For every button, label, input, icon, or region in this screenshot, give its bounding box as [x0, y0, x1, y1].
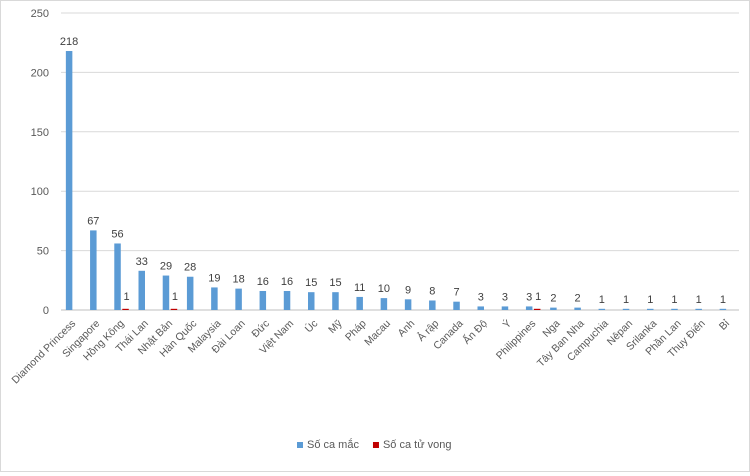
data-label-cases: 29	[160, 261, 172, 273]
x-tick-label: Anh	[396, 318, 418, 340]
legend-label: Số ca tử vong	[383, 439, 452, 451]
data-label-cases: 16	[281, 276, 293, 288]
data-label-cases: 8	[429, 285, 435, 297]
data-label-cases: 56	[111, 228, 123, 240]
data-label-cases: 33	[136, 256, 148, 268]
bar-cases	[622, 308, 630, 310]
y-tick-label: 0	[43, 305, 49, 317]
data-label-deaths: 1	[535, 291, 541, 303]
data-label-cases: 1	[696, 294, 702, 306]
legend-label: Số ca mắc	[307, 438, 359, 451]
data-label-cases: 18	[232, 274, 244, 286]
data-label-cases: 1	[720, 294, 726, 306]
y-tick-label: 100	[31, 186, 49, 198]
bar-cases	[404, 299, 412, 310]
data-label-cases: 11	[354, 282, 365, 294]
legend-swatch	[372, 442, 379, 448]
bar-cases	[65, 51, 73, 311]
data-label-cases: 218	[60, 36, 78, 48]
bar-cases	[647, 308, 654, 310]
bar-cases	[332, 292, 339, 310]
data-label-cases: 10	[378, 283, 390, 295]
x-tick-label: Macau	[362, 318, 393, 349]
x-tick-label: Úc	[302, 317, 320, 335]
legend: Số ca mắc Số ca tử vong	[297, 438, 451, 451]
legend-swatch	[297, 442, 303, 448]
bar-cases	[574, 307, 581, 310]
data-label-cases: 16	[257, 276, 269, 288]
bar-cases	[453, 301, 460, 310]
x-tick-label: Mỹ	[326, 317, 345, 336]
bar-cases	[719, 308, 727, 310]
data-label-cases: 28	[184, 262, 196, 274]
bar-cases	[525, 306, 533, 310]
bar-cases	[90, 230, 97, 310]
bar-cases	[429, 300, 436, 310]
y-axis-ticks: 0 50 100 150 200 250	[31, 8, 49, 317]
y-tick-label: 200	[31, 67, 49, 79]
x-tick-label: Ấn Độ	[460, 317, 490, 347]
y-tick-label: 150	[31, 127, 49, 139]
data-label-deaths: 1	[172, 291, 178, 303]
bar-cases	[598, 308, 606, 310]
bar-cases	[380, 298, 388, 310]
bar-cases	[501, 306, 509, 310]
bar-cases	[356, 296, 363, 310]
data-label-cases: 2	[550, 293, 556, 305]
bar-deaths	[122, 308, 129, 310]
y-tick-label: 250	[31, 8, 49, 20]
bar-deaths	[533, 308, 541, 310]
data-label-cases: 3	[478, 291, 484, 303]
data-label-cases: 1	[671, 294, 677, 306]
data-label-cases: 15	[329, 277, 341, 289]
bar-cases	[550, 307, 557, 310]
x-tick-label: Philippines	[494, 318, 538, 362]
data-label-deaths: 1	[123, 291, 129, 303]
x-tick-label: Bỉ	[717, 317, 733, 333]
data-label-cases: 3	[526, 291, 532, 303]
bars	[65, 51, 727, 311]
bar-cases	[671, 308, 678, 310]
bar-cases	[259, 290, 267, 310]
data-label-cases: 67	[87, 215, 99, 227]
data-label-cases: 2	[575, 293, 581, 305]
data-label-cases: 1	[647, 294, 653, 306]
data-label-cases: 9	[405, 284, 411, 296]
bar-deaths	[170, 308, 178, 310]
data-label-cases: 19	[208, 272, 220, 284]
data-label-cases: 1	[599, 294, 605, 306]
data-label-cases: 1	[623, 294, 629, 306]
bar-cases	[138, 270, 145, 310]
bar-cases	[235, 288, 242, 310]
bar-cases	[283, 290, 291, 310]
bar-cases	[186, 276, 194, 310]
data-label-cases: 7	[453, 287, 459, 299]
bar-cases	[695, 308, 702, 310]
bar-cases	[162, 275, 170, 310]
bar-cases	[308, 292, 315, 310]
bar-cases	[211, 287, 218, 310]
data-label-cases: 3	[502, 291, 508, 303]
y-tick-label: 50	[37, 246, 49, 258]
bar-cases	[477, 306, 484, 310]
x-tick-label: Ý	[500, 317, 514, 331]
bar-cases	[114, 243, 121, 310]
data-label-cases: 15	[305, 277, 317, 289]
